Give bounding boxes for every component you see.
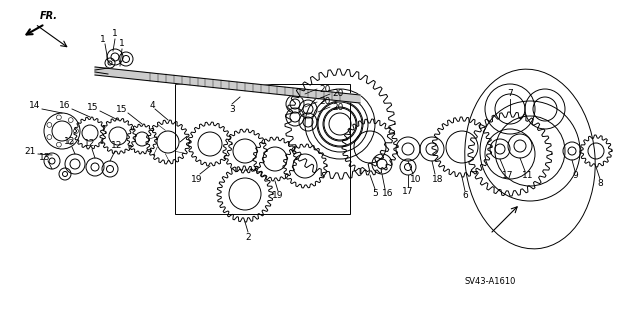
Text: 16: 16 [60, 101, 71, 110]
Text: 14: 14 [29, 101, 41, 110]
Text: 17: 17 [502, 172, 514, 181]
Text: 11: 11 [522, 172, 534, 181]
Text: 4: 4 [149, 100, 155, 109]
Text: 5: 5 [372, 189, 378, 198]
Text: 16: 16 [382, 189, 394, 198]
Text: SV43-A1610: SV43-A1610 [464, 277, 516, 286]
Polygon shape [95, 67, 360, 103]
Text: 3: 3 [229, 105, 235, 114]
Text: 19: 19 [272, 191, 284, 201]
Text: 10: 10 [410, 174, 422, 183]
Text: 9: 9 [572, 172, 578, 181]
Text: 20: 20 [332, 90, 344, 99]
Text: 1: 1 [119, 40, 125, 48]
Text: 13: 13 [39, 152, 51, 161]
Text: 20: 20 [332, 102, 344, 112]
Text: 1: 1 [100, 34, 106, 43]
Text: 8: 8 [597, 180, 603, 189]
Text: 20: 20 [319, 85, 331, 93]
Text: 18: 18 [432, 174, 444, 183]
Text: 17: 17 [403, 188, 413, 197]
Text: 7: 7 [507, 90, 513, 99]
Text: 12: 12 [111, 142, 123, 151]
Text: 12: 12 [84, 139, 96, 149]
Text: 15: 15 [87, 102, 99, 112]
Text: 1: 1 [112, 29, 118, 39]
Text: 6: 6 [462, 191, 468, 201]
Text: 2: 2 [245, 233, 251, 241]
Text: 15: 15 [116, 105, 128, 114]
Text: FR.: FR. [40, 11, 58, 21]
Text: 19: 19 [191, 174, 203, 183]
Text: 20: 20 [319, 98, 331, 107]
Text: 21: 21 [24, 146, 36, 155]
Text: 12: 12 [64, 137, 76, 146]
Polygon shape [95, 68, 108, 74]
Bar [175, 84, 350, 214]
